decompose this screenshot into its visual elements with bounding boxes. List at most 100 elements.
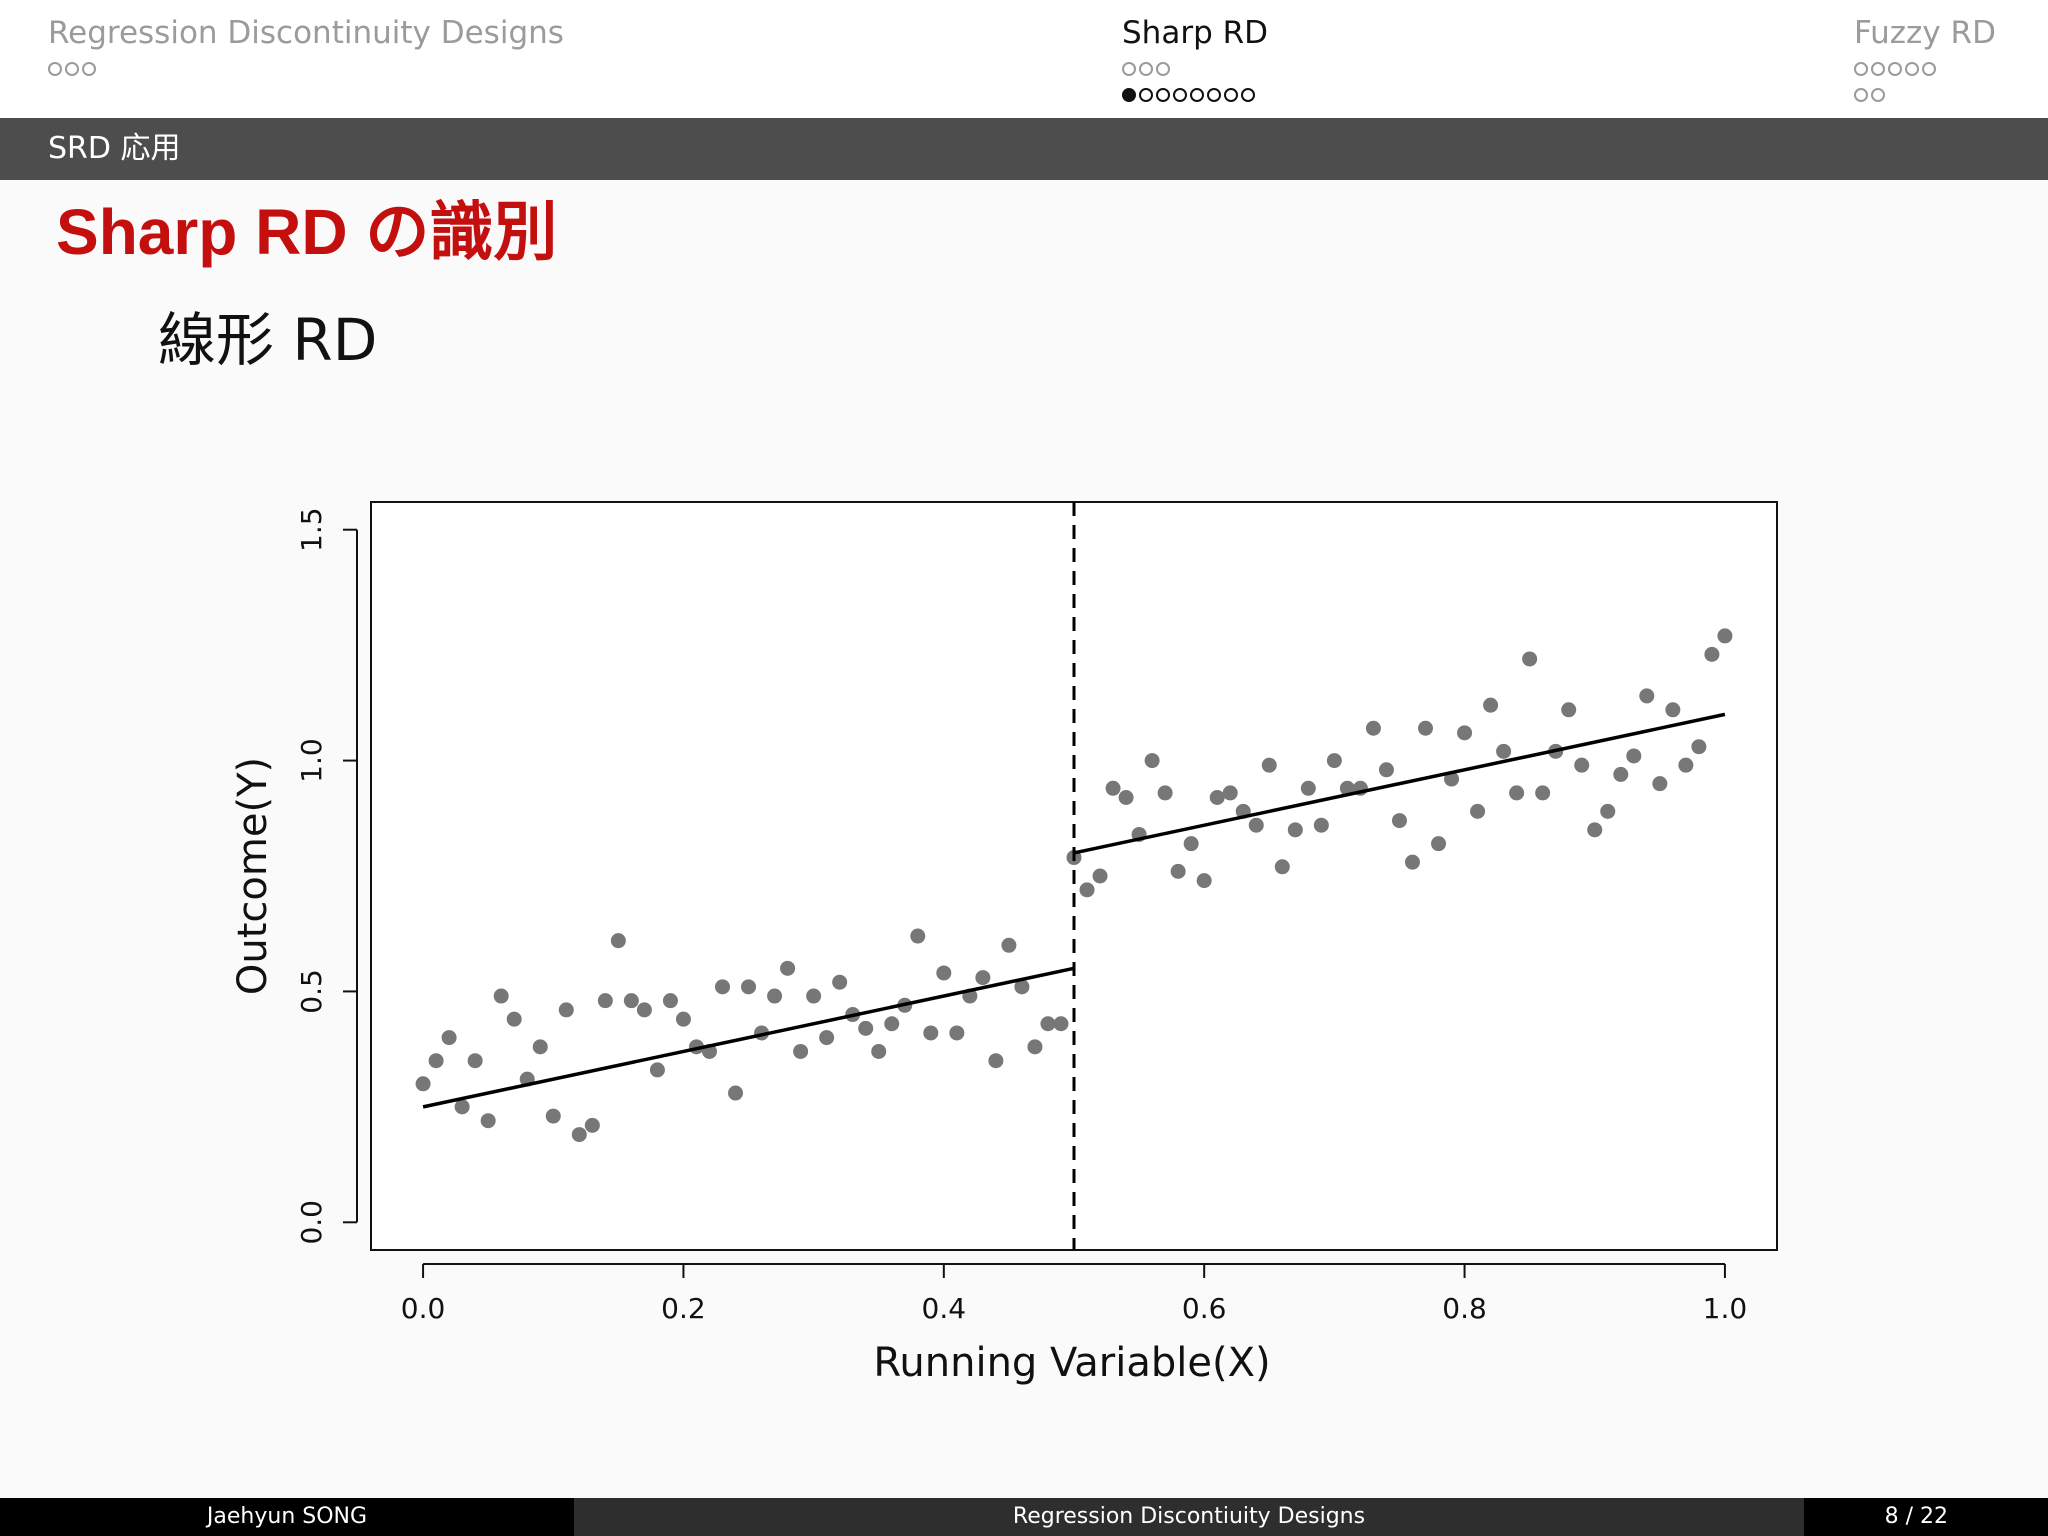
y-tick-label: 0.0 bbox=[295, 1200, 328, 1245]
data-point bbox=[480, 1113, 496, 1129]
data-point bbox=[558, 1002, 574, 1018]
data-point bbox=[1066, 850, 1082, 866]
data-point bbox=[949, 1025, 965, 1041]
data-point bbox=[1483, 697, 1499, 713]
data-point bbox=[975, 970, 991, 986]
footer: Jaehyun SONG Regression Discontiuity Des… bbox=[0, 1498, 2048, 1536]
x-tick-label: 0.8 bbox=[1442, 1292, 1487, 1325]
data-point bbox=[1287, 822, 1303, 838]
data-point bbox=[1144, 753, 1160, 769]
data-point bbox=[884, 1016, 900, 1032]
data-point bbox=[1365, 720, 1381, 736]
data-point bbox=[832, 974, 848, 990]
y-tick-label: 0.5 bbox=[295, 969, 328, 1014]
slide-dot[interactable] bbox=[1207, 88, 1221, 102]
nav-section-title[interactable]: Regression Discontinuity Designs bbox=[48, 15, 564, 51]
nav-section-title[interactable]: Fuzzy RD bbox=[1854, 15, 1996, 51]
slide-dot[interactable] bbox=[1173, 88, 1187, 102]
slide-dot[interactable] bbox=[1854, 88, 1868, 102]
slide-dot[interactable] bbox=[1156, 62, 1170, 76]
data-point bbox=[493, 988, 509, 1004]
data-point bbox=[649, 1062, 665, 1078]
data-point bbox=[1717, 628, 1733, 644]
data-point bbox=[1261, 757, 1277, 773]
data-point bbox=[1522, 651, 1538, 667]
slide-dot[interactable] bbox=[1241, 88, 1255, 102]
data-point bbox=[1092, 868, 1108, 884]
nav-slide-dots bbox=[1122, 82, 1268, 108]
data-point bbox=[532, 1039, 548, 1055]
slide-dot[interactable] bbox=[1156, 88, 1170, 102]
data-point bbox=[1040, 1016, 1056, 1032]
subsection-bar: SRD 応用 bbox=[0, 118, 2048, 180]
data-point bbox=[610, 933, 626, 949]
data-point bbox=[858, 1020, 874, 1036]
data-point bbox=[1548, 743, 1564, 759]
data-point bbox=[1274, 859, 1290, 875]
fit-line bbox=[1073, 712, 1726, 855]
x-tick-label: 0.2 bbox=[661, 1292, 706, 1325]
nav-section-fuzzy-rd[interactable]: Fuzzy RD bbox=[1854, 14, 1996, 108]
data-point bbox=[819, 1030, 835, 1046]
slide-dot[interactable] bbox=[1224, 88, 1238, 102]
footer-page: 8 / 22 bbox=[1804, 1498, 2048, 1536]
data-point bbox=[1326, 753, 1342, 769]
data-point bbox=[897, 997, 913, 1013]
nav-section-sharp-rd[interactable]: Sharp RD bbox=[1122, 14, 1268, 108]
data-point bbox=[1678, 757, 1694, 773]
data-point bbox=[910, 928, 926, 944]
data-point bbox=[1391, 813, 1407, 829]
slide-dot[interactable] bbox=[1139, 88, 1153, 102]
data-point bbox=[962, 988, 978, 1004]
data-point bbox=[597, 993, 613, 1009]
slide-dot[interactable] bbox=[1922, 62, 1936, 76]
data-point bbox=[1300, 780, 1316, 796]
nav-slide-dots bbox=[48, 56, 564, 82]
footer-title: Regression Discontiuity Designs bbox=[574, 1498, 1804, 1536]
data-point bbox=[1001, 937, 1017, 953]
data-point bbox=[1248, 817, 1264, 833]
slide-dot[interactable] bbox=[1122, 62, 1136, 76]
frame-subtitle: 線形 RD bbox=[158, 306, 378, 374]
data-point bbox=[1053, 1016, 1069, 1032]
data-point bbox=[1535, 785, 1551, 801]
nav-slide-dots bbox=[1854, 56, 1996, 82]
top-navigation: Regression Discontinuity Designs Sharp R… bbox=[0, 0, 2048, 118]
data-point bbox=[923, 1025, 939, 1041]
slide-dot[interactable] bbox=[82, 62, 96, 76]
data-point bbox=[636, 1002, 652, 1018]
nav-section-rdd[interactable]: Regression Discontinuity Designs bbox=[48, 14, 564, 82]
data-point bbox=[1014, 979, 1030, 995]
nav-section-title[interactable]: Sharp RD bbox=[1122, 15, 1269, 51]
data-point bbox=[1339, 780, 1355, 796]
data-point bbox=[1704, 646, 1720, 662]
data-point bbox=[571, 1127, 587, 1143]
slide-dot[interactable] bbox=[1905, 62, 1919, 76]
slide-dot[interactable] bbox=[48, 62, 62, 76]
data-point bbox=[1235, 803, 1251, 819]
data-point bbox=[1600, 803, 1616, 819]
data-point bbox=[662, 993, 678, 1009]
slide-dot[interactable] bbox=[1888, 62, 1902, 76]
data-point bbox=[793, 1043, 809, 1059]
data-point bbox=[428, 1053, 444, 1069]
data-point bbox=[1457, 725, 1473, 741]
slide-dot[interactable] bbox=[1139, 62, 1153, 76]
data-point bbox=[1313, 817, 1329, 833]
slide-dot[interactable] bbox=[1871, 62, 1885, 76]
current-slide-dot[interactable] bbox=[1122, 88, 1136, 102]
slide-dot[interactable] bbox=[65, 62, 79, 76]
data-point bbox=[1470, 803, 1486, 819]
data-point bbox=[519, 1071, 535, 1087]
data-point bbox=[741, 979, 757, 995]
data-point bbox=[754, 1025, 770, 1041]
data-point bbox=[715, 979, 730, 995]
data-point bbox=[936, 965, 952, 981]
slide-dot[interactable] bbox=[1190, 88, 1204, 102]
data-point bbox=[454, 1099, 470, 1115]
data-point bbox=[1652, 776, 1668, 792]
data-point bbox=[1352, 780, 1368, 796]
slide-dot[interactable] bbox=[1871, 88, 1885, 102]
slide-dot[interactable] bbox=[1854, 62, 1868, 76]
data-point bbox=[845, 1007, 861, 1023]
